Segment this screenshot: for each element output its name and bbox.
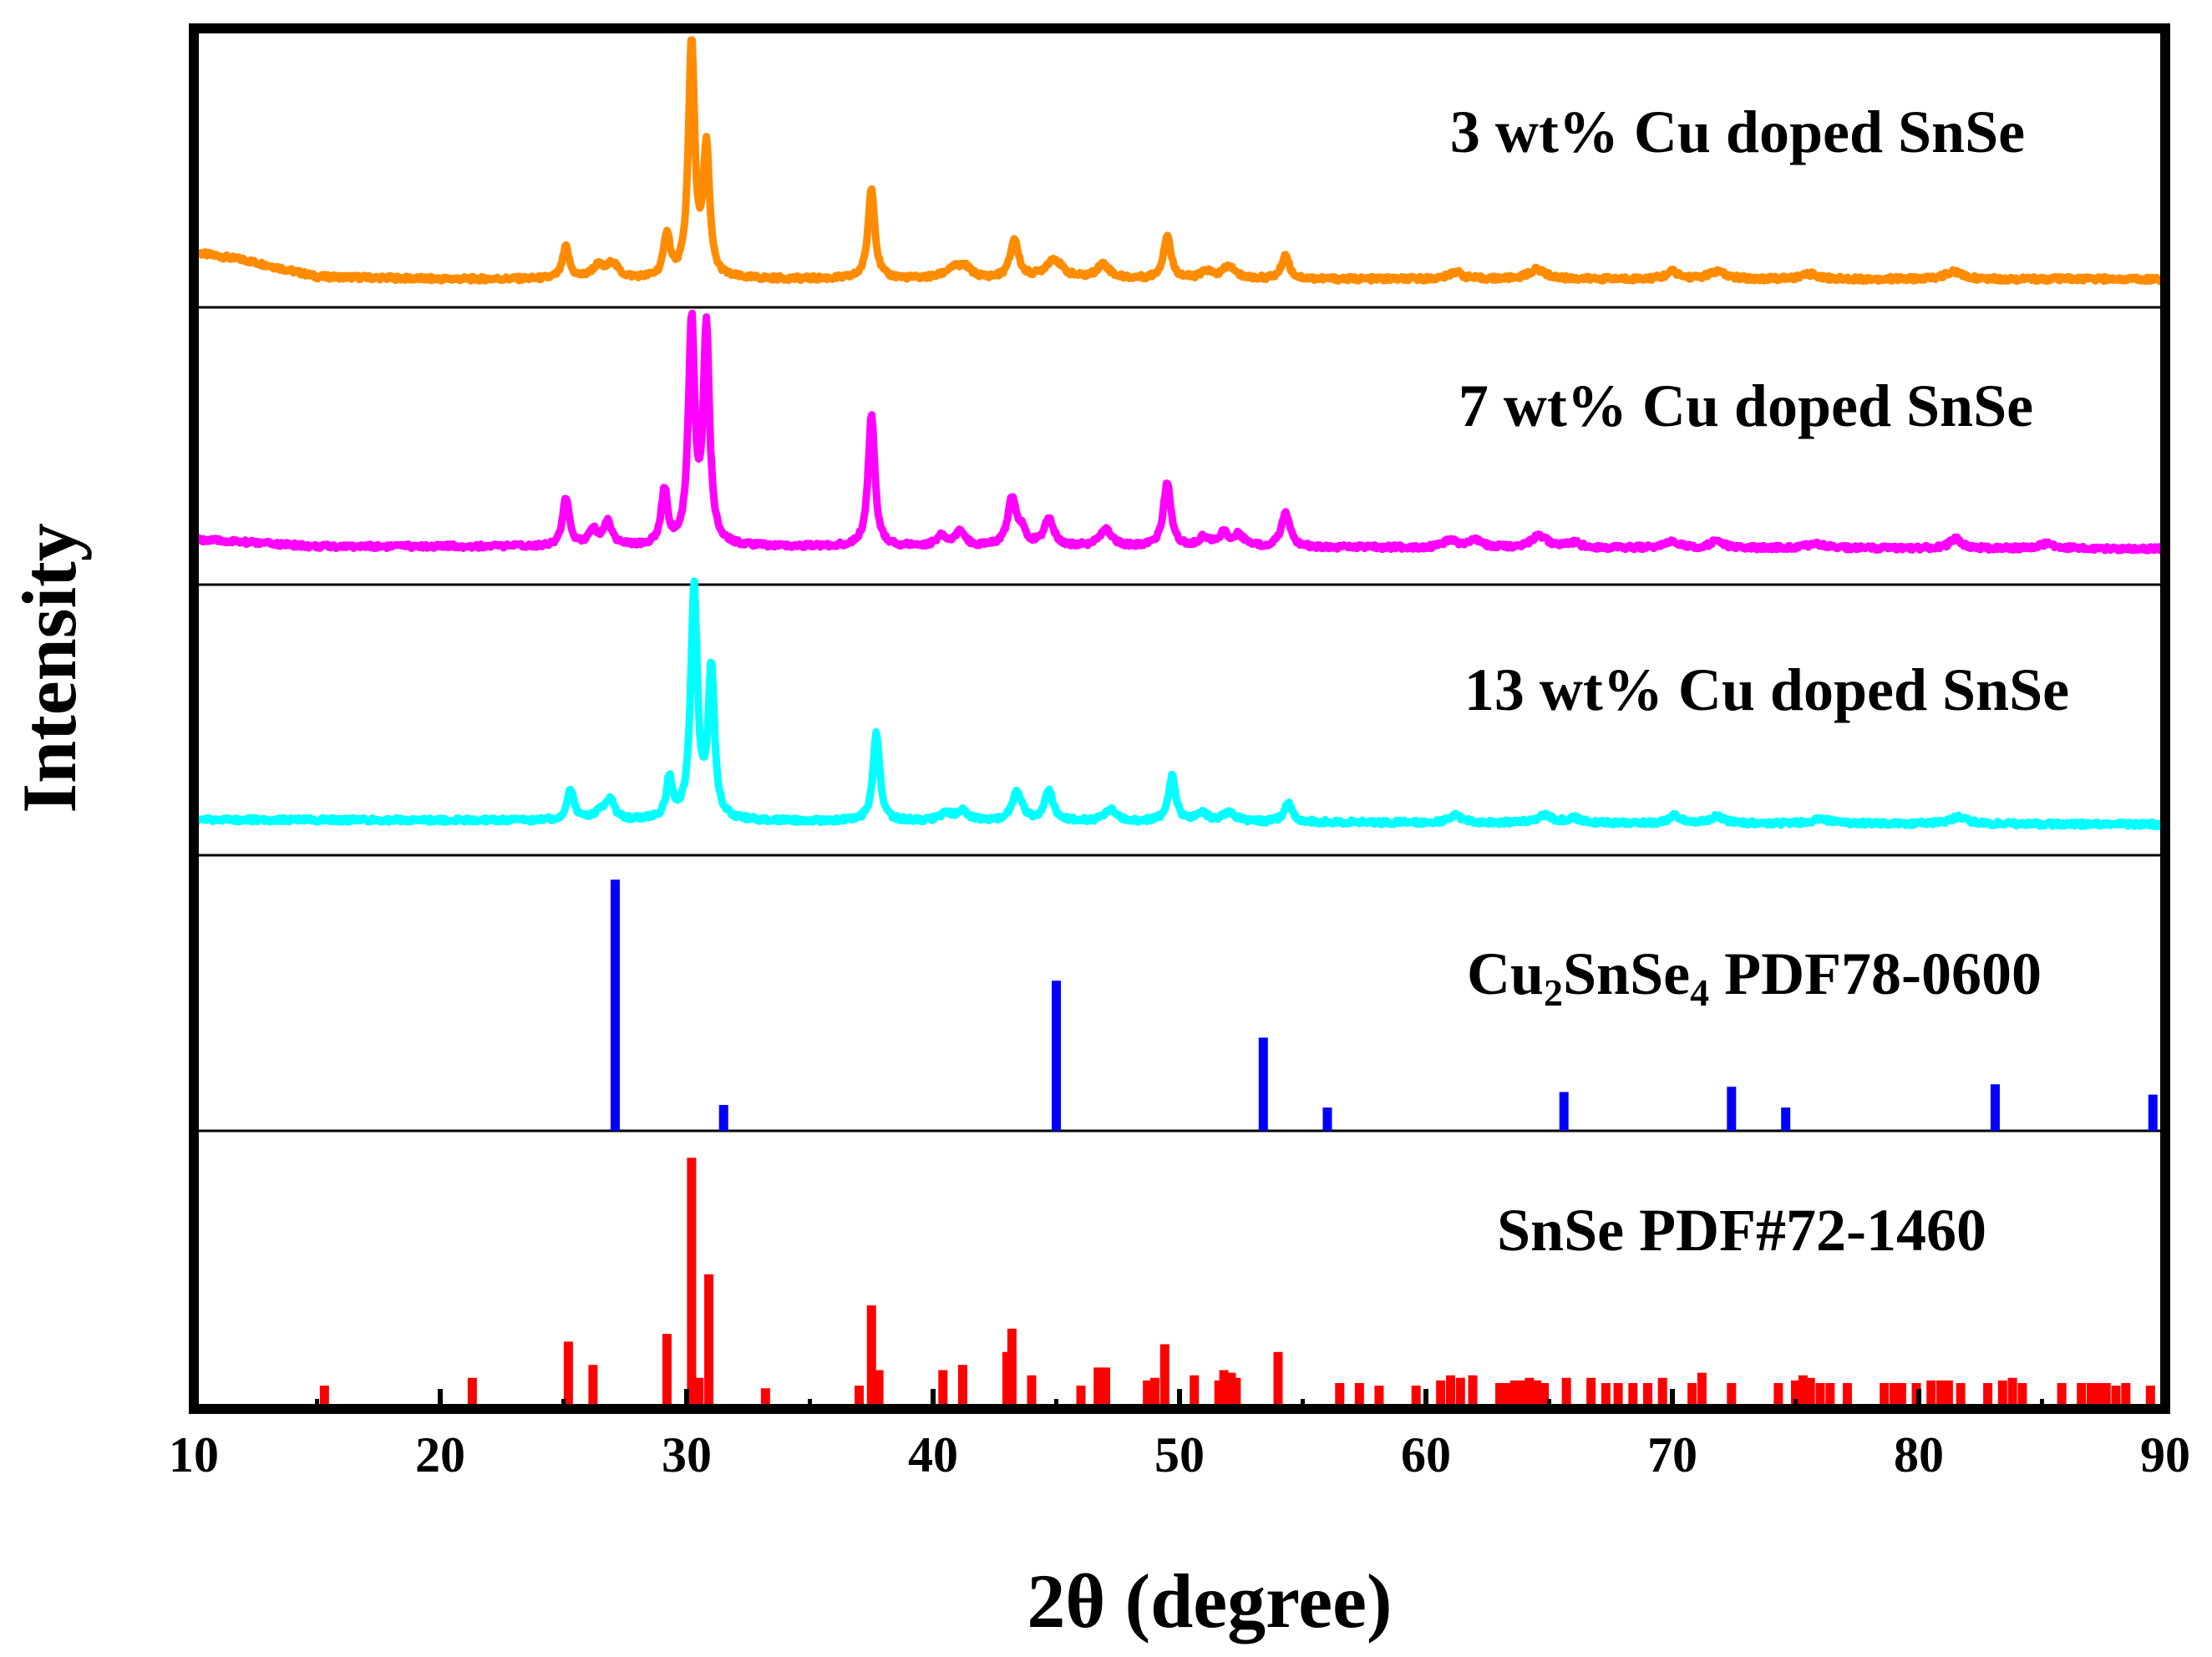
x-tick-label-20: 20 xyxy=(415,1427,465,1482)
pattern-line-13wt xyxy=(190,577,2169,831)
label-cu: Cu xyxy=(1467,940,1544,1007)
x-tick-label-90: 90 xyxy=(2140,1427,2190,1482)
series-3wt xyxy=(190,36,2169,286)
label-pdf: PDF78-0600 xyxy=(1709,940,2042,1007)
y-axis-label: Intensity xyxy=(7,523,92,813)
label-sub-2: 2 xyxy=(1544,971,1563,1014)
x-tick-label-80: 80 xyxy=(1894,1427,1944,1482)
axes: 10 20 30 40 50 60 70 80 90 xyxy=(169,23,2190,1482)
x-axis-label: 2θ (degree) xyxy=(1027,1558,1392,1644)
panel-label-3wt: 3 wt% Cu doped SnSe xyxy=(1450,99,2025,165)
series-snse xyxy=(319,1158,2155,1409)
series-13wt xyxy=(190,577,2169,831)
panel-label-7wt: 7 wt% Cu doped SnSe xyxy=(1459,372,2033,439)
panel-separators xyxy=(194,306,2165,1133)
x-tick-label-60: 60 xyxy=(1401,1427,1451,1482)
x-tick-label-30: 30 xyxy=(662,1427,712,1482)
panel-label-13wt: 13 wt% Cu doped SnSe xyxy=(1464,656,2069,723)
panel-label-snse: SnSe PDF#72-1460 xyxy=(1497,1197,1986,1264)
pattern-line-3wt xyxy=(190,36,2169,286)
x-tick-label-40: 40 xyxy=(908,1427,958,1482)
label-snse: SnSe xyxy=(1563,940,1690,1007)
x-tick-label-10: 10 xyxy=(169,1427,219,1482)
series-cu2snse4 xyxy=(610,879,2158,1131)
series-7wt xyxy=(190,309,2169,555)
series-layer xyxy=(190,36,2169,1409)
pattern-line-7wt xyxy=(190,309,2169,555)
label-sub-4: 4 xyxy=(1690,971,1709,1014)
panel-labels: 3 wt% Cu doped SnSe 7 wt% Cu doped SnSe … xyxy=(1450,99,2069,1264)
x-tick-label-70: 70 xyxy=(1647,1427,1697,1482)
x-tick-label-50: 50 xyxy=(1154,1427,1205,1482)
panel-label-cu2snse4: Cu2SnSe4 PDF78-0600 xyxy=(1467,940,2042,1014)
